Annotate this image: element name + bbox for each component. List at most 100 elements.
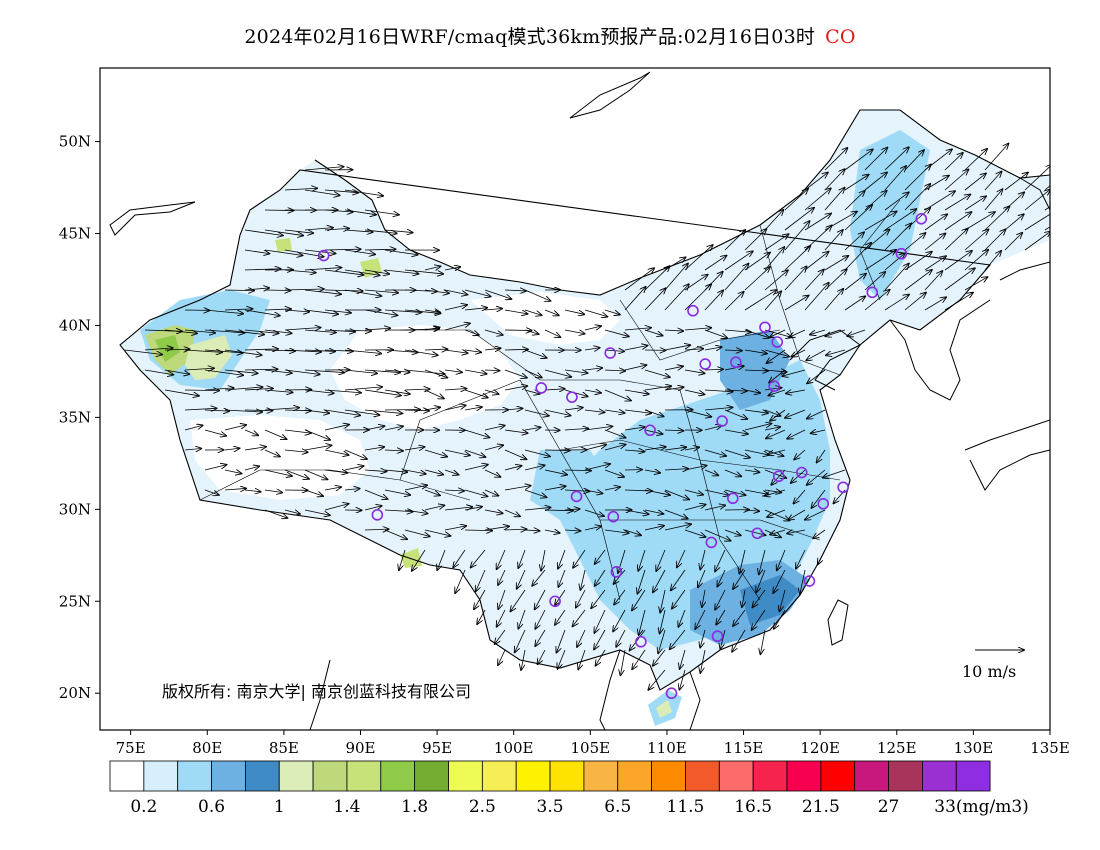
wind-arrow: [464, 329, 479, 335]
colorbar-swatch: [481, 760, 517, 792]
wind-arrow: [224, 369, 258, 373]
wind-arrow: [644, 369, 670, 377]
wind-arrow: [264, 449, 280, 457]
wind-arrow: [884, 209, 916, 231]
station-marker: [768, 380, 780, 392]
wind-arrow: [824, 256, 848, 271]
wind-arrow: [204, 369, 243, 375]
wind-arrow: [624, 365, 646, 371]
wind-arrow: [644, 429, 663, 434]
wind-arrow: [444, 289, 467, 295]
wind-arrow: [744, 424, 771, 431]
colorbar-label: 1: [274, 797, 285, 817]
wind-arrow: [744, 229, 766, 251]
wind-arrow: [455, 569, 466, 593]
wind-arrow: [304, 410, 329, 413]
wind-arrow: [732, 629, 746, 652]
station-marker: [751, 527, 764, 540]
wind-arrow: [604, 469, 624, 477]
wind-arrow: [164, 389, 199, 396]
wind-arrow: [284, 510, 300, 514]
wind-arrow: [364, 389, 401, 395]
wind-arrow: [684, 466, 706, 471]
wind-arrow: [824, 169, 845, 191]
wind-arrow: [324, 350, 353, 351]
wind-arrow: [824, 230, 843, 251]
wind-arrow: [924, 297, 946, 311]
station-marker: [535, 382, 548, 394]
wind-arrow: [284, 188, 317, 190]
coastline-sea-north: [569, 71, 651, 119]
wind-arrow: [1044, 185, 1050, 191]
wind-arrow: [844, 274, 866, 291]
wind-arrow: [804, 173, 828, 191]
wind-arrow: [739, 549, 746, 574]
coastline-russia-east: [999, 177, 1050, 281]
wind-arrow: [224, 349, 262, 355]
colorbar-label: 0.2: [130, 797, 157, 817]
wind-arrow: [464, 449, 485, 457]
lat-label: 25N: [59, 592, 91, 610]
wind-arrow: [564, 509, 580, 510]
wind-arrow: [733, 609, 746, 626]
wind-arrow: [964, 277, 987, 291]
wind-arrow: [1024, 190, 1050, 211]
wind-arrow: [264, 490, 282, 493]
wind-arrow: [244, 410, 272, 411]
wind-arrow: [324, 290, 363, 291]
colorbar-swatch: [278, 760, 314, 792]
wind-arrow: [844, 232, 864, 251]
wind-arrow: [823, 469, 846, 478]
wind-arrow: [604, 309, 620, 315]
wind-arrow: [364, 489, 388, 499]
colorbar-swatch: [888, 760, 923, 792]
wind-arrow: [864, 211, 897, 231]
high-zone-south-core: [740, 575, 800, 625]
wind-arrow: [264, 210, 294, 211]
wind-arrow: [1004, 233, 1022, 251]
colorbar-swatch: [718, 760, 754, 792]
wind-arrow: [484, 526, 509, 531]
wind-arrow: [524, 289, 550, 301]
wind-arrow: [684, 529, 705, 537]
wind-arrow: [660, 609, 666, 633]
wind-arrow: [584, 410, 605, 412]
colorbar-swatch: [515, 760, 551, 792]
wind-arrow: [1024, 231, 1050, 251]
wind-arrow: [484, 348, 501, 350]
colorbar-label: 3.5: [537, 797, 564, 817]
wind-arrow: [964, 230, 988, 251]
wind-arrow: [264, 408, 299, 410]
wind-arrow: [924, 233, 945, 251]
wind-arrow: [564, 428, 588, 430]
wind-arrow: [244, 349, 278, 350]
wind-arrow: [664, 509, 688, 519]
wind-arrow: [532, 569, 546, 586]
wind-arrow: [664, 366, 683, 370]
station-marker: [817, 498, 830, 510]
wind-arrow: [184, 408, 217, 410]
wind-arrow: [518, 549, 526, 568]
wind-arrow: [244, 229, 283, 236]
wind-arrow: [412, 549, 426, 571]
wind-arrow: [264, 429, 286, 439]
station-marker: [730, 356, 742, 369]
wind-arrow: [924, 271, 942, 291]
wind-arrow: [384, 529, 407, 539]
wind-arrow: [244, 447, 266, 450]
wind-arrow: [638, 549, 646, 571]
lat-label: 20N: [59, 684, 91, 702]
colorbar-swatch: [346, 760, 382, 792]
wind-arrow: [604, 530, 629, 533]
colorbar-label: 16.5: [734, 797, 772, 817]
wind-arrow: [124, 349, 162, 354]
wind-arrow: [591, 589, 606, 608]
wind-arrow: [524, 309, 542, 315]
wind-arrow: [984, 206, 1009, 231]
wind-arrow: [964, 173, 986, 191]
wind-arrow: [764, 270, 788, 291]
wind-arrow: [344, 449, 367, 459]
wind-arrow: [264, 509, 287, 518]
wind-arrow: [664, 430, 683, 431]
wind-arrow: [904, 150, 924, 171]
